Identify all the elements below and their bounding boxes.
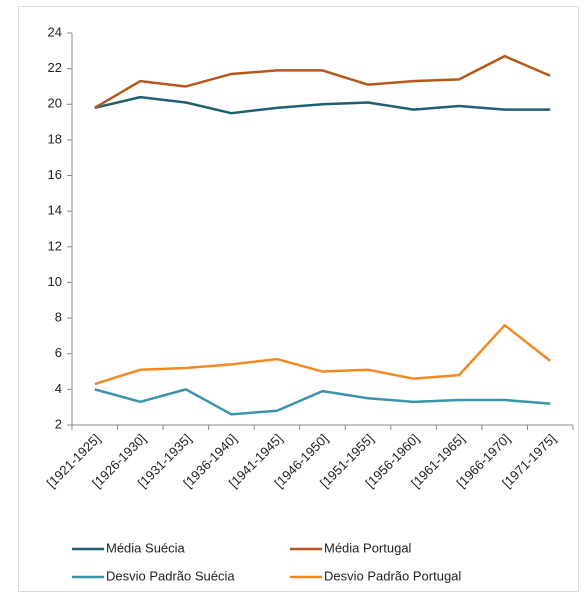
- y-tick-label: 10: [48, 274, 62, 289]
- y-tick-label: 12: [48, 238, 62, 253]
- series-line: [94, 388, 551, 416]
- legend-label: Desvio Padrão Portugal: [324, 568, 461, 583]
- y-tick-label: 6: [55, 345, 62, 360]
- y-tick-label: 14: [48, 203, 62, 218]
- series-line: [94, 54, 551, 109]
- chart-frame: [18, 6, 579, 592]
- y-tick-label: 2: [55, 416, 62, 431]
- y-tick-label: 16: [48, 167, 62, 182]
- legend-label: Média Portugal: [324, 540, 412, 555]
- series-line: [94, 323, 551, 386]
- y-tick-label: 20: [48, 96, 62, 111]
- y-tick-label: 8: [55, 310, 62, 325]
- y-tick-label: 18: [48, 131, 62, 146]
- series-line: [94, 95, 551, 115]
- legend-label: Desvio Padrão Suécia: [106, 568, 235, 583]
- y-tick-label: 24: [48, 24, 62, 39]
- y-tick-label: 22: [48, 60, 62, 75]
- legend-label: Média Suécia: [106, 540, 186, 555]
- y-tick-label: 4: [55, 381, 62, 396]
